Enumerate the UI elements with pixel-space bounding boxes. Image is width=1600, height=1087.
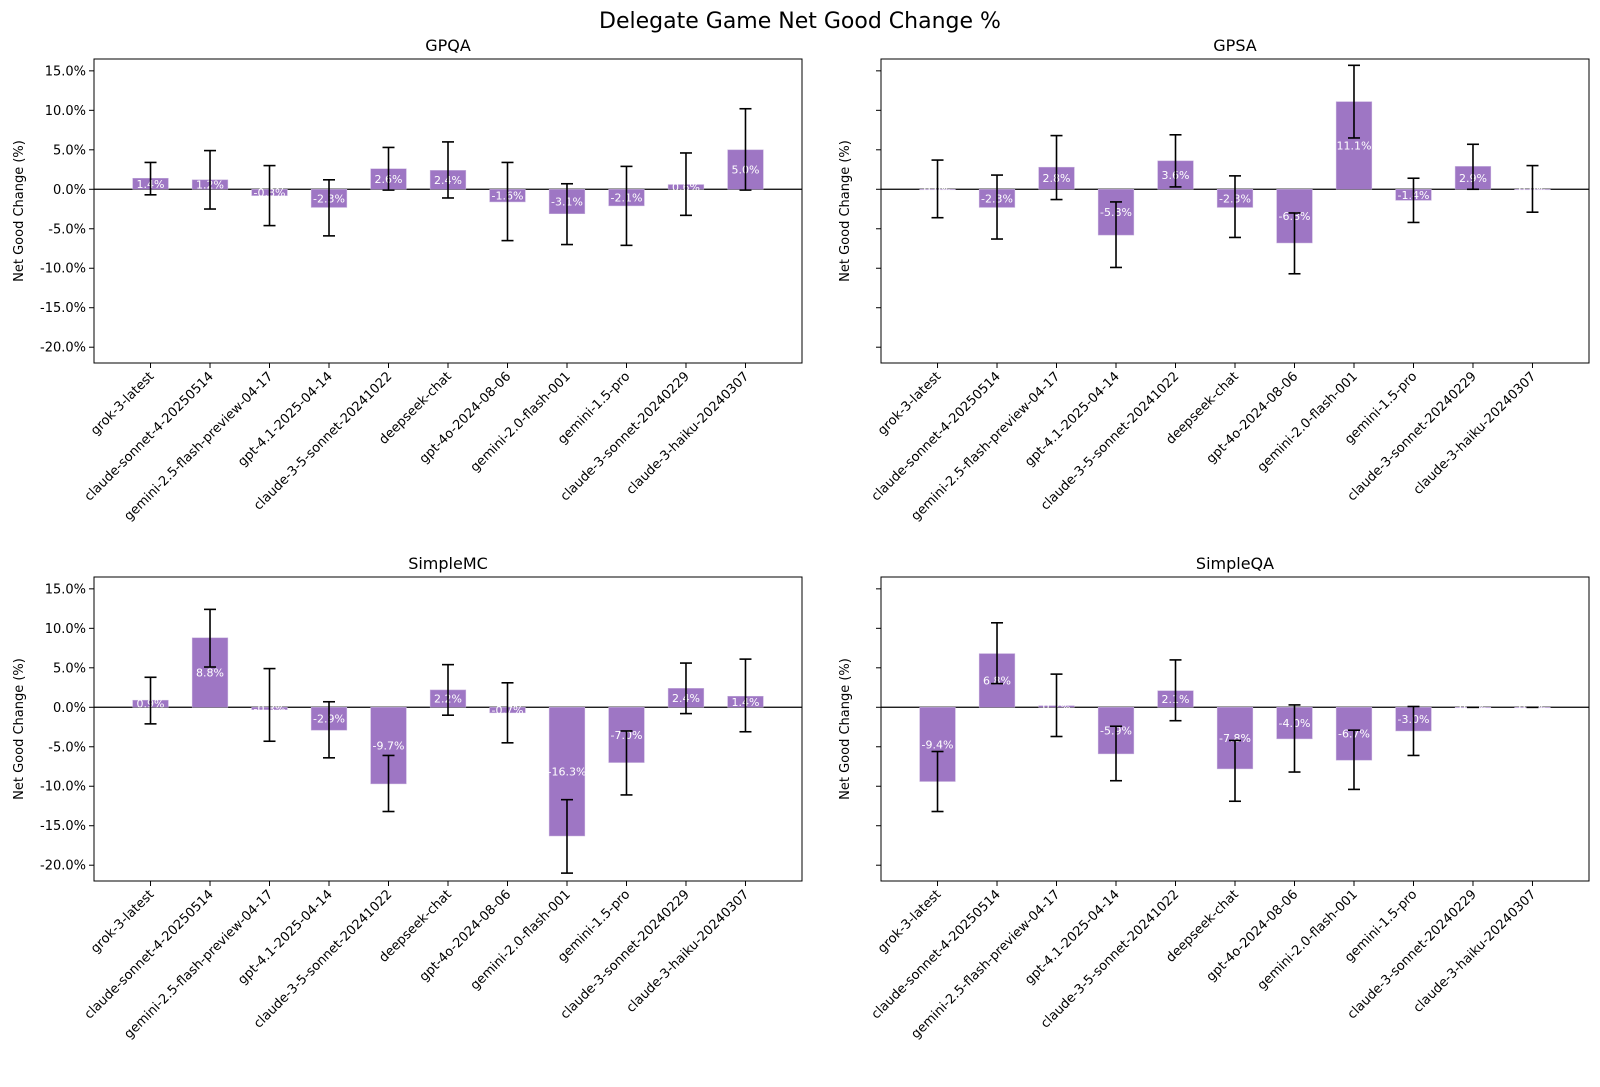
y-tick-label: 5.0% [53, 661, 86, 676]
subplot-title: SimpleMC [408, 554, 488, 573]
error-bar [931, 750, 944, 813]
error-bar [501, 682, 514, 744]
subplot-title: GPQA [425, 36, 471, 55]
error-bar [991, 621, 1004, 685]
y-axis-label: Net Good Change (%) [838, 140, 853, 282]
error-bar [144, 676, 157, 725]
y-axis-label: Net Good Change (%) [12, 658, 27, 800]
x-tick-label: claude-3-haiku-20240307 [1411, 369, 1540, 498]
x-tick-label: claude-sonnet-4-20250514 [82, 369, 217, 504]
error-bar [1110, 725, 1123, 782]
error-bar [739, 658, 752, 733]
error-bar [1347, 64, 1360, 139]
y-tick-label: -20.0% [40, 341, 86, 356]
y-tick-label: -15.0% [40, 819, 86, 834]
error-bar [620, 730, 633, 796]
error-bar [382, 754, 395, 813]
error-bar [1229, 175, 1241, 239]
y-tick-label: 15.0% [45, 64, 86, 79]
y-tick-label: 0.0% [53, 183, 86, 198]
error-bar [382, 146, 395, 191]
x-tick-label: gemini-2.0-flash-001 [468, 887, 574, 993]
error-bar [1229, 739, 1241, 803]
error-bar [204, 608, 217, 668]
error-bar [204, 149, 217, 210]
data-label: 8.8% [196, 667, 224, 680]
x-tick-label: claude-3-haiku-20240307 [624, 887, 753, 1016]
error-bar [1050, 673, 1063, 738]
x-tick-label: claude-sonnet-4-20250514 [869, 887, 1004, 1022]
error-bar [739, 107, 752, 191]
x-tick-label: gemini-2.0-flash-001 [1255, 887, 1361, 993]
y-tick-label: -10.0% [40, 262, 86, 277]
error-bar [1526, 164, 1539, 213]
x-tick-label: claude-3-sonnet-20240229 [1345, 887, 1480, 1022]
error-bar [1110, 201, 1123, 269]
x-tick-label: claude-3-sonnet-20240229 [558, 887, 693, 1022]
error-bar [1050, 134, 1063, 201]
subplot-title: GPSA [1213, 36, 1257, 55]
error-bar [620, 165, 633, 247]
subplot-simplemc: SimpleMC Net Good Change (%) 15.0% 10.0% 5.0… [12, 554, 803, 1042]
error-bar [679, 152, 692, 217]
y-tick-label: 0.0% [53, 701, 86, 716]
x-tick-label: claude-sonnet-4-20250514 [869, 369, 1004, 504]
data-label: -16.3% [548, 766, 587, 779]
error-bar [1288, 212, 1301, 275]
x-tick-label: claude-3-haiku-20240307 [1411, 887, 1540, 1016]
error-bar [1169, 134, 1182, 188]
bar[interactable] [919, 707, 956, 782]
error-bar [501, 161, 514, 242]
y-tick-label: 10.0% [45, 622, 86, 637]
error-bar [144, 161, 157, 196]
error-bar [560, 798, 573, 874]
y-tick-label: 15.0% [45, 582, 86, 597]
axes-frame [93, 576, 803, 882]
error-bar [991, 174, 1004, 240]
y-tick-label: 10.0% [45, 104, 86, 119]
error-bar [323, 700, 336, 759]
subplot-title: SimpleQA [1196, 554, 1274, 573]
y-axis-label: Net Good Change (%) [12, 140, 27, 282]
data-label: -9.4% [922, 738, 954, 751]
x-tick-label: gemini-2.0-flash-001 [468, 369, 574, 475]
x-tick-label: claude-3-sonnet-20240229 [558, 369, 693, 504]
y-axis-label: Net Good Change (%) [838, 658, 853, 800]
error-bar [931, 159, 944, 219]
x-tick-label: claude-3-haiku-20240307 [624, 369, 753, 498]
axes-frame [93, 58, 803, 364]
error-bar [323, 179, 336, 237]
subplot-gpqa: GPQA Net Good Change (%) 15.0% 10.0% 5.0% 0.0… [12, 36, 803, 524]
error-bar [1169, 659, 1182, 722]
y-tick-label: -20.0% [40, 859, 86, 874]
x-tick-label: claude-sonnet-4-20250514 [82, 887, 217, 1022]
error-bar [560, 182, 573, 246]
y-tick-label: -15.0% [40, 301, 86, 316]
error-bar [1347, 729, 1360, 791]
error-bar [442, 663, 454, 716]
error-bar [1466, 143, 1479, 191]
error-bar [263, 164, 276, 227]
error-bar [1288, 704, 1301, 773]
data-label: -9.7% [373, 740, 405, 753]
y-tick-label: -5.0% [48, 740, 86, 755]
error-bar [679, 662, 692, 715]
data-label: 11.1% [1337, 139, 1372, 152]
y-tick-label: 5.0% [53, 143, 86, 158]
x-tick-label: claude-3-sonnet-20240229 [1345, 369, 1480, 504]
error-bar [263, 667, 276, 743]
y-tick-label: -5.0% [48, 222, 86, 237]
y-tick-label: -10.0% [40, 780, 86, 795]
error-bar [442, 141, 454, 199]
data-label: -7.8% [1219, 732, 1251, 745]
error-bar [1407, 705, 1420, 757]
figure-title: Delegate Game Net Good Change % [599, 9, 1001, 34]
x-tick-label: gemini-2.0-flash-001 [1255, 369, 1361, 475]
error-bar [1407, 177, 1420, 224]
